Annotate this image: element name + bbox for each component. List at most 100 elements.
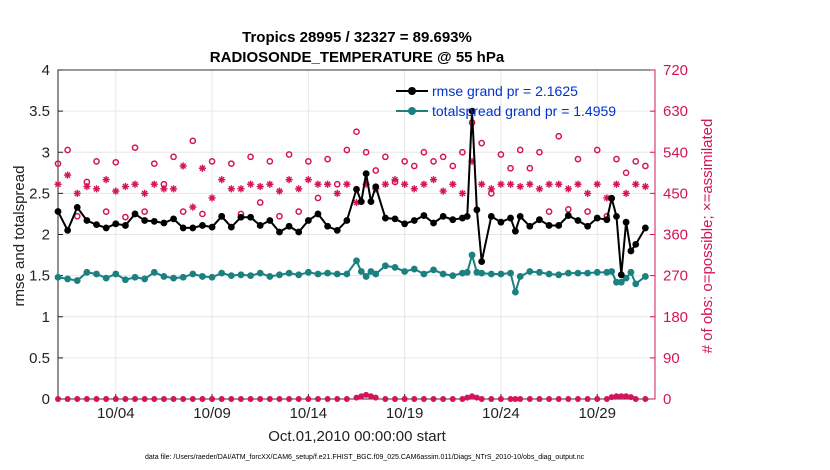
x-tick-label: 10/19 xyxy=(386,405,424,422)
totalspread-point xyxy=(439,270,447,278)
totalspread-point xyxy=(295,271,303,279)
rmse-point xyxy=(54,208,62,215)
obs-count-bottom-point xyxy=(286,396,293,402)
obs-count-bottom-point xyxy=(141,396,148,402)
obs-possible-point xyxy=(64,146,71,154)
totalspread-point xyxy=(333,270,341,278)
rmse-point xyxy=(122,222,129,229)
asterisk-stroke xyxy=(228,185,235,192)
rmse-point xyxy=(430,219,437,227)
obs-count-bottom-point xyxy=(74,396,81,402)
obs-assimilated-point xyxy=(564,185,572,193)
obs-possible-point xyxy=(93,158,100,165)
obs-possible-point xyxy=(642,162,649,170)
y-tick-label: 0 xyxy=(42,391,50,408)
obs-count-bottom-point xyxy=(623,393,630,400)
obs-count-bottom-point xyxy=(565,396,572,402)
rmse-point xyxy=(218,213,226,220)
asterisk-stroke xyxy=(526,181,533,188)
asterisk-stroke xyxy=(276,188,283,195)
totalspread-point xyxy=(391,264,399,271)
obs-count-bottom-point xyxy=(473,394,480,401)
obs-count-bottom-point xyxy=(209,396,216,402)
asterisk-stroke xyxy=(459,190,466,197)
asterisk-stroke xyxy=(623,190,630,197)
grid-lines xyxy=(58,69,655,400)
obs-assimilated-point xyxy=(506,180,515,188)
obs-count-bottom-point xyxy=(512,396,519,402)
obs-count-bottom-point xyxy=(430,396,437,402)
obs-count-bottom-point xyxy=(401,396,408,402)
rmse-point xyxy=(266,217,274,224)
asterisk-stroke xyxy=(546,181,553,188)
asterisk-stroke xyxy=(497,181,504,188)
obs-possible-point xyxy=(141,208,149,216)
obs-assimilated-point xyxy=(535,185,544,193)
asterisk-stroke xyxy=(64,172,71,179)
obs-possible-point xyxy=(382,153,389,161)
obs-assimilated-point xyxy=(112,187,120,195)
rmse-point xyxy=(131,210,139,218)
asterisk-stroke xyxy=(286,176,293,183)
rmse-point xyxy=(362,170,370,178)
obs-count-bottom-point xyxy=(536,396,543,402)
obs-possible-point xyxy=(73,212,81,220)
asterisk-stroke xyxy=(343,181,350,188)
totalspread-point xyxy=(170,274,177,282)
rmse-point xyxy=(463,213,471,220)
obs-possible-point xyxy=(420,148,428,156)
obs-possible-point xyxy=(526,164,534,172)
obs-count-bottom-point xyxy=(180,396,187,402)
totalspread-point xyxy=(449,272,457,280)
totalspread-point xyxy=(487,270,495,278)
rmse-point xyxy=(516,213,524,220)
totalspread-point xyxy=(420,270,428,278)
rmse-point xyxy=(439,213,447,220)
y-tick-label: 3.5 xyxy=(29,103,50,120)
totalspread-point xyxy=(266,273,274,280)
totalspread-point xyxy=(584,269,591,277)
obs-count-bottom-point xyxy=(353,394,360,401)
obs-assimilated-point xyxy=(73,189,81,197)
obs-count-bottom-point xyxy=(449,396,456,402)
obs-assimilated-point xyxy=(429,176,438,184)
obs-assimilated-point xyxy=(285,176,293,184)
left-y-ticks: 0 0.5 1 1.5 2 2.5 3 3.5 4 xyxy=(29,62,63,408)
obs-possible-point xyxy=(545,208,553,216)
obs-assimilated-point xyxy=(246,180,255,188)
asterisk-stroke xyxy=(517,183,524,190)
totalspread-point xyxy=(564,269,572,277)
rmse-point xyxy=(64,226,72,234)
asterisk-stroke xyxy=(112,188,119,195)
obs-assimilated-point xyxy=(208,194,216,202)
asterisk-stroke xyxy=(314,181,321,188)
totalspread-point xyxy=(511,288,519,296)
obs-count-bottom-point xyxy=(392,396,399,402)
asterisk-stroke xyxy=(180,162,187,169)
obs-count-bottom-point xyxy=(546,396,553,402)
obs-assimilated-point xyxy=(266,180,274,188)
rmse-point xyxy=(632,240,640,248)
obs-assimilated-point xyxy=(632,180,640,188)
totalspread-point xyxy=(641,273,649,280)
y-tick-label: 0.5 xyxy=(29,350,50,367)
asterisk-stroke xyxy=(257,183,264,190)
asterisk-stroke xyxy=(132,181,139,188)
totalspread-point xyxy=(73,277,81,284)
obs-count-bottom-point xyxy=(314,396,321,402)
obs-possible-point xyxy=(343,146,351,154)
rmse-point xyxy=(73,203,81,211)
asterisk-stroke xyxy=(170,185,177,192)
asterisk-stroke xyxy=(392,176,399,183)
obs-assimilated-point xyxy=(189,203,197,211)
asterisk-stroke xyxy=(218,176,225,183)
rmse-point xyxy=(343,217,351,224)
obs-possible-point xyxy=(555,132,563,140)
obs-count-bottom-point xyxy=(122,396,129,402)
totalspread-point xyxy=(622,274,630,282)
asterisk-stroke xyxy=(401,181,408,188)
rmse-point xyxy=(617,271,625,279)
obs-count-bottom-point xyxy=(603,396,610,402)
obs-count-bottom-point xyxy=(228,396,235,402)
totalspread-point xyxy=(208,273,216,281)
